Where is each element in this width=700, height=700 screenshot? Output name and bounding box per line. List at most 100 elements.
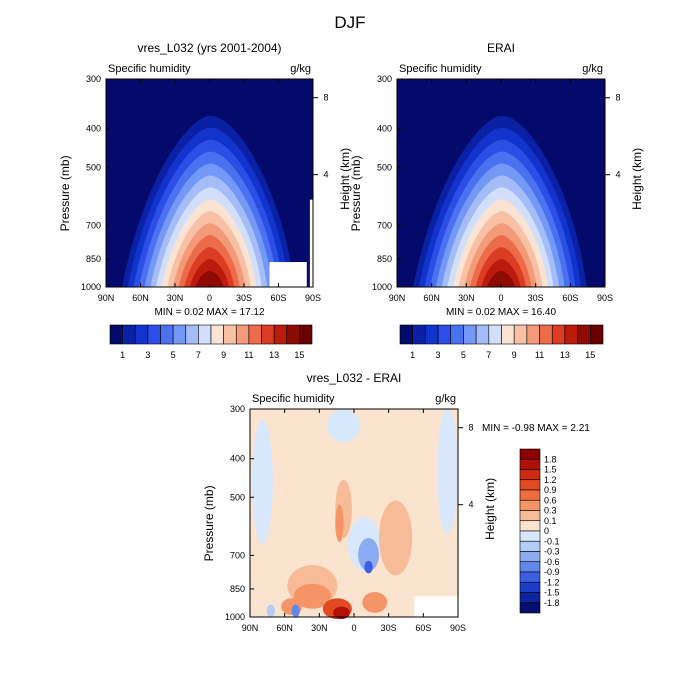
colorbar-label: 13: [269, 350, 279, 360]
y-tick-label: 500: [86, 162, 101, 172]
colorbar-box: [160, 324, 174, 345]
colorbar-label: 15: [585, 350, 595, 360]
colorbar-box: [261, 324, 275, 345]
colorbar-box: [519, 448, 541, 460]
y-tick-label: 300: [230, 404, 245, 414]
humidity-band: [195, 270, 224, 287]
colorbar-box: [519, 520, 541, 532]
colorbar-box: [519, 510, 541, 522]
colorbar-label: 13: [560, 350, 570, 360]
field-background: [250, 409, 458, 617]
x-tick-label: 30S: [381, 623, 397, 633]
difference-blob: [333, 606, 350, 620]
colorbar-box: [475, 324, 490, 345]
colorbar-label: 9: [221, 350, 226, 360]
y-tick-label: 500: [377, 162, 392, 172]
colorbar-box: [399, 324, 413, 345]
x-tick-label: 60S: [562, 293, 578, 303]
difference-blob: [326, 409, 361, 443]
x-tick-label: 90N: [98, 293, 115, 303]
colorbar-label: 0.1: [544, 516, 557, 526]
panel-erai: 90N 60N 30N 0 30S 60S 90S 300 400 500 700 850 1000 8 4…: [349, 41, 644, 360]
colorbar-box: [519, 489, 541, 501]
colorbar-label: 5: [171, 350, 176, 360]
colorbar-label: 1.2: [544, 475, 557, 485]
panel-subtitle: Specific humidity: [108, 63, 191, 75]
y-tick-label: 700: [86, 220, 101, 230]
colorbar-label: 5: [461, 350, 466, 360]
colorbar-label: -1.2: [544, 577, 560, 587]
x-tick-label: 60N: [423, 293, 440, 303]
panel-model: 90N 60N 30N 0 30S 60S 90S 300 400 500 700 850 1000 8 4…: [58, 41, 352, 360]
right-axis-label: Height (km): [338, 148, 352, 210]
colorbar-label: 1.5: [544, 465, 557, 475]
colorbar-box: [519, 540, 541, 552]
x-tick-label: 30S: [236, 293, 252, 303]
panel-subtitle: Specific humidity: [399, 63, 482, 75]
x-tick-label: 90S: [305, 293, 321, 303]
y-tick-label: 400: [377, 124, 392, 134]
difference-blob: [378, 500, 413, 576]
height-tick-label: 4: [468, 500, 473, 510]
min-max-text: MIN = -0.98 MAX = 2.21: [482, 423, 590, 434]
colorbar-label: 3: [436, 350, 441, 360]
colorbar-box: [519, 499, 541, 511]
y-tick-label: 400: [230, 454, 245, 464]
y-axis-label: Pressure (mb): [202, 485, 216, 561]
y-tick-label: 700: [377, 220, 392, 230]
colorbar-box: [513, 324, 528, 345]
x-tick-label: 30N: [167, 293, 184, 303]
panel-title: vres_L032 - ERAI: [307, 371, 402, 385]
x-tick-label: 0: [207, 293, 212, 303]
colorbar-label: 0.3: [544, 506, 557, 516]
x-tick-label: 30N: [311, 623, 328, 633]
y-axis-label: Pressure (mb): [349, 155, 363, 231]
x-tick-label: 30N: [458, 293, 475, 303]
x-tick-label: 90N: [389, 293, 406, 303]
colorbar-box: [551, 324, 566, 345]
y-tick-label: 400: [86, 124, 101, 134]
difference-blob: [291, 604, 300, 617]
colorbar-label: 15: [294, 350, 304, 360]
y-axis-label: Pressure (mb): [58, 155, 72, 231]
x-tick-label: 30S: [528, 293, 544, 303]
colorbar-box: [248, 324, 262, 345]
colorbar-box: [519, 602, 541, 614]
y-tick-label: 500: [230, 492, 245, 502]
colorbar-label: 1: [410, 350, 415, 360]
difference-blob: [362, 592, 388, 613]
colorbar-label: -0.3: [544, 547, 560, 557]
colorbar-box: [273, 324, 288, 345]
y-tick-label: 300: [377, 74, 392, 84]
difference-blob: [335, 504, 344, 543]
difference-blob: [293, 583, 332, 609]
x-tick-label: 0: [498, 293, 503, 303]
x-tick-label: 60S: [415, 623, 431, 633]
min-max-text: MIN = 0.02 MAX = 17.12: [154, 307, 264, 318]
colorbar-box: [590, 324, 604, 345]
panel-units: g/kg: [435, 393, 456, 405]
colorbar-box: [526, 324, 540, 345]
colorbar-box: [539, 324, 553, 345]
panel-subtitle: Specific humidity: [252, 393, 335, 405]
colorbar-label: -1.8: [544, 598, 560, 608]
colorbar-label: 0: [544, 526, 549, 536]
difference-blob: [437, 409, 458, 534]
colorbar-box: [519, 458, 541, 470]
colorbar-box: [519, 592, 541, 604]
y-tick-label: 850: [86, 254, 101, 264]
humidity-band: [486, 270, 515, 287]
colorbar-label: 1.8: [544, 454, 557, 464]
colorbar-box: [185, 324, 199, 345]
masked-region: [269, 262, 307, 287]
colorbar-box: [519, 571, 541, 583]
y-tick-label: 300: [86, 74, 101, 84]
min-max-text: MIN = 0.02 MAX = 16.40: [446, 307, 556, 318]
difference-blob: [358, 537, 379, 572]
colorbar-box: [519, 530, 541, 542]
difference-blob: [364, 560, 373, 574]
colorbar-label: 11: [244, 350, 253, 360]
colorbar-box: [412, 324, 426, 345]
height-tick-label: 4: [323, 170, 328, 180]
colorbar-box: [488, 324, 502, 345]
